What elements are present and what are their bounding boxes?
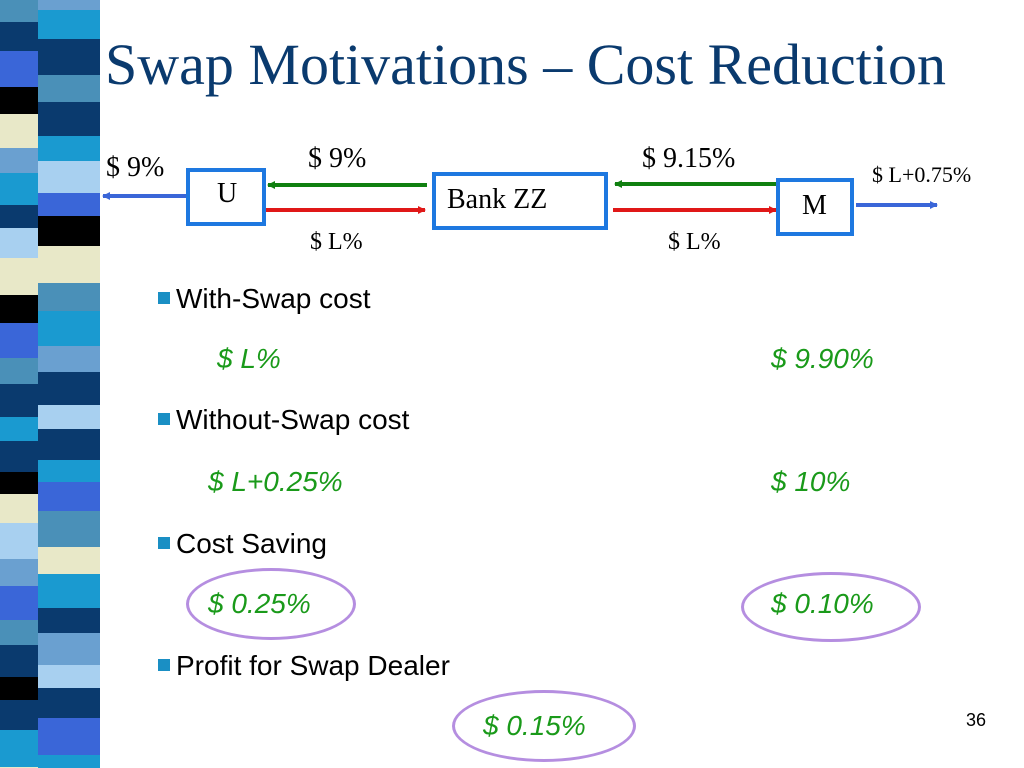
bullet-square-icon [158,413,170,425]
rate-u-bank-top: $ 9% [308,143,367,174]
slide-title: Swap Motivations – Cost Reduction [105,32,946,97]
saving-left: $ 0.25% [208,588,311,619]
rate-u-outside: $ 9% [106,152,165,183]
rate-m-outside: $ L+0.75% [872,162,972,187]
bullet-profit: Profit for Swap Dealer [158,652,450,680]
without-swap-right: $ 10% [771,466,851,497]
saving-heading: Cost Saving [176,528,327,559]
oval-profit [452,690,636,762]
with-swap-left: $ L% [217,343,281,374]
without-swap-left: $ L+0.25% [208,466,343,497]
with-swap-right: $ 9.90% [771,343,874,374]
saving-right: $ 0.10% [771,588,874,619]
bullet-square-icon [158,537,170,549]
bullet-square-icon [158,659,170,671]
rate-bank-m-top: $ 9.15% [642,143,736,174]
bullet-cost-saving: Cost Saving [158,530,327,558]
box-u-label: U [217,178,238,209]
profit-value: $ 0.15% [483,710,586,741]
rate-u-bank-bottom: $ L% [310,229,363,255]
decorative-stripe [0,0,100,768]
with-swap-heading: With-Swap cost [176,283,371,314]
rate-bank-m-bottom: $ L% [668,229,721,255]
bullet-with-swap: With-Swap cost [158,285,371,313]
box-m: M [776,178,854,236]
box-m-label: M [802,190,827,221]
box-u: U [186,168,266,226]
profit-heading: Profit for Swap Dealer [176,650,450,681]
page-number: 36 [966,710,987,730]
bullet-square-icon [158,292,170,304]
oval-saving-right [741,572,921,642]
box-bank-label: Bank ZZ [447,184,548,215]
oval-saving-left [186,568,356,640]
without-swap-heading: Without-Swap cost [176,404,410,435]
box-bank-zz: Bank ZZ [432,172,608,230]
bullet-without-swap: Without-Swap cost [158,406,409,434]
